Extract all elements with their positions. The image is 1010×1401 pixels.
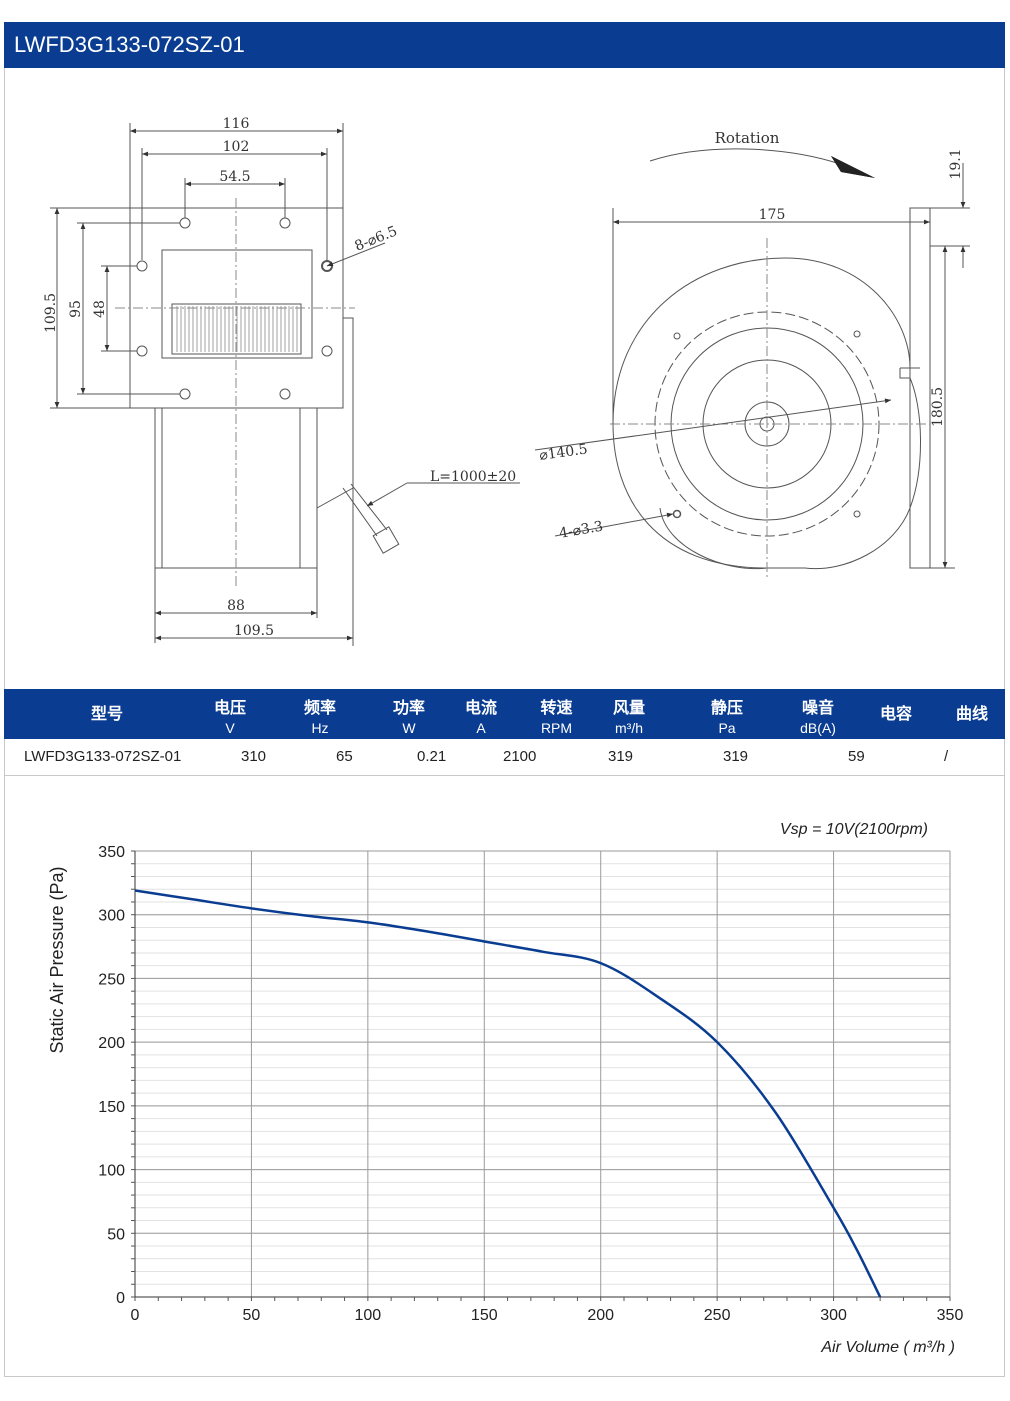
x-tick-label: 250 [704, 1307, 731, 1324]
chart-annotation: Vsp = 10V(2100rpm) [780, 821, 928, 838]
y-axis-label: Static Air Pressure (Pa) [47, 866, 67, 1053]
cell-power: 0.21 [417, 748, 447, 765]
dimension-drawing: 116 102 54.5 8-⌀6.5 109.5 95 48 L=1000±2… [43, 116, 970, 646]
y-tick-label: 0 [116, 1290, 125, 1307]
x-axis-label: Air Volume ( m³/h ) [820, 1339, 955, 1356]
header-noise: 噪音 dB(A) [800, 698, 836, 736]
cell-frequency: 65 [336, 748, 353, 765]
cell-airflow: 319 [608, 748, 634, 765]
cell-noise: 59 [848, 748, 865, 765]
spec-table-row: LWFD3G133-072SZ-01 310 65 0.21 2100 319 … [4, 739, 1005, 776]
dim-width-116: 116 [223, 116, 250, 132]
x-tick-label: 200 [587, 1307, 614, 1324]
pressure-curve [134, 889, 882, 1298]
header-capacitor: 电容 [879, 704, 912, 723]
x-tick-label: 100 [355, 1307, 382, 1324]
chart-minor-ticks [131, 850, 951, 1301]
cell-pressure: 319 [723, 748, 749, 765]
page-title: LWFD3G133-072SZ-01 [4, 22, 1005, 68]
header-pressure: 静压 Pa [710, 698, 743, 736]
y-tick-label: 300 [98, 908, 125, 925]
header-power: 功率 W [392, 698, 425, 736]
cell-model: LWFD3G133-072SZ-01 [24, 748, 182, 765]
cell-curve: / [944, 748, 949, 765]
dim-width-102: 102 [223, 139, 250, 155]
x-tick-label: 300 [820, 1307, 847, 1324]
x-tick-label: 150 [471, 1307, 498, 1324]
dim-width-54-5: 54.5 [219, 169, 250, 185]
header-current: 电流 A [464, 698, 497, 736]
header-curve: 曲线 [955, 704, 988, 723]
y-tick-label: 100 [98, 1163, 125, 1180]
dim-cable-length: L=1000±20 [430, 469, 516, 485]
header-frequency: 频率 Hz [303, 698, 336, 736]
cell-rpm: 2100 [503, 748, 537, 765]
dim-width-88: 88 [227, 598, 245, 614]
dim-width-175: 175 [759, 207, 786, 223]
x-tick-label: 350 [937, 1307, 964, 1324]
dim-height-48: 48 [92, 300, 108, 318]
y-tick-label: 200 [98, 1035, 125, 1052]
impeller-view [171, 303, 302, 355]
rotation-label: Rotation [715, 129, 780, 147]
dim-diameter-140-5: ⌀140.5 [538, 441, 588, 464]
dim-offset-19-1: 19.1 [948, 148, 964, 179]
header-voltage: 电压 V [213, 698, 246, 736]
dim-height-109-5: 109.5 [43, 293, 59, 333]
dim-width-109-5: 109.5 [234, 623, 274, 639]
dim-holes: 8-⌀6.5 [353, 223, 400, 254]
performance-chart: 0 50 100 150 200 250 300 350 0 50 100 150 200 250 300… [47, 821, 964, 1356]
rotation-arrow-icon [831, 156, 875, 178]
header-rpm: 转速 RPM [540, 698, 573, 736]
x-tick-label: 50 [243, 1307, 261, 1324]
chart-grid [134, 850, 951, 1298]
y-tick-label: 350 [98, 844, 125, 861]
y-tick-labels: 0 50 100 150 200 250 300 350 [98, 844, 125, 1307]
cell-voltage: 310 [241, 748, 267, 765]
dim-height-95: 95 [68, 300, 84, 318]
dim-height-180-5: 180.5 [930, 387, 946, 427]
y-tick-label: 150 [98, 1099, 125, 1116]
y-tick-label: 250 [98, 971, 125, 988]
header-airflow: 风量 m³/h [612, 698, 645, 736]
y-tick-label: 50 [107, 1226, 125, 1243]
spec-table-header: 型号 电压 V 频率 Hz 功率 W 电流 A 转速 RPM 风量 m³/h 静压 Pa 噪音… [4, 689, 1005, 739]
header-model: 型号 [90, 704, 123, 723]
x-tick-labels: 0 50 100 150 200 250 300 350 [131, 1307, 964, 1324]
dim-mount-holes: 4-⌀3.3 [558, 518, 604, 541]
x-tick-label: 0 [131, 1307, 140, 1324]
